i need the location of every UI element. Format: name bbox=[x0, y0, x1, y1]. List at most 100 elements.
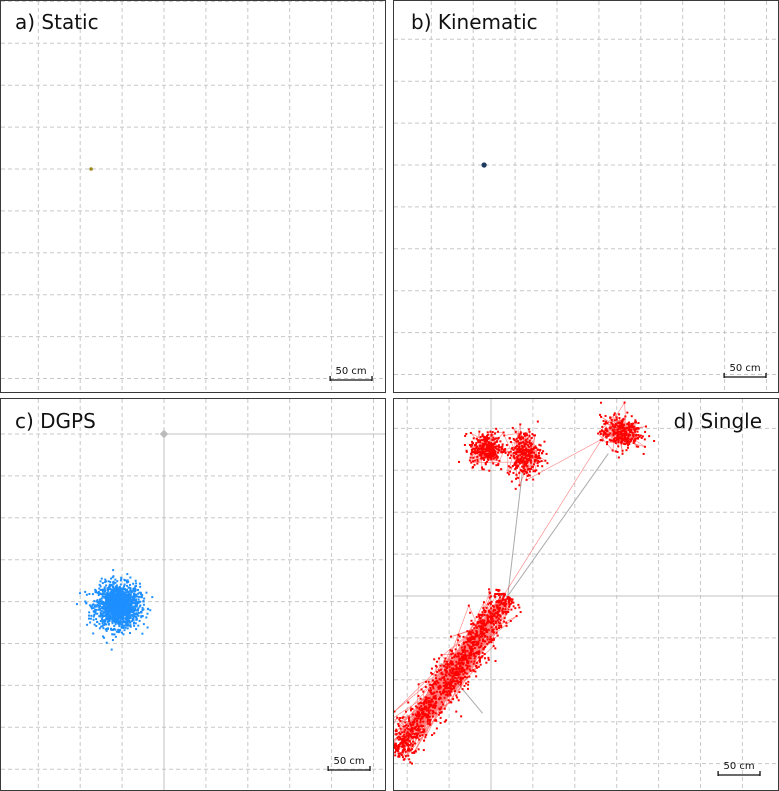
data-point bbox=[487, 442, 490, 445]
data-point bbox=[408, 719, 411, 722]
data-point bbox=[89, 605, 92, 608]
data-point bbox=[500, 450, 503, 453]
data-point bbox=[127, 586, 130, 589]
data-point bbox=[522, 453, 525, 456]
data-point bbox=[481, 452, 484, 455]
data-point bbox=[99, 593, 102, 596]
data-point bbox=[404, 710, 407, 713]
data-point bbox=[534, 455, 537, 458]
data-point bbox=[142, 623, 145, 626]
data-point bbox=[419, 721, 422, 724]
data-point bbox=[489, 453, 492, 456]
data-point bbox=[478, 646, 481, 649]
data-point bbox=[637, 421, 640, 424]
data-point bbox=[121, 613, 124, 616]
data-point bbox=[419, 734, 422, 737]
data-point bbox=[600, 415, 603, 418]
data-point bbox=[482, 443, 485, 446]
data-point bbox=[527, 451, 530, 454]
data-point bbox=[418, 708, 421, 711]
data-point bbox=[122, 624, 125, 627]
data-point bbox=[432, 711, 435, 714]
data-point bbox=[468, 459, 471, 462]
data-point bbox=[119, 583, 122, 586]
data-point bbox=[109, 600, 112, 603]
data-point bbox=[513, 438, 516, 441]
data-point bbox=[637, 434, 640, 437]
data-point bbox=[112, 633, 115, 636]
data-point bbox=[479, 632, 482, 635]
data-point bbox=[528, 453, 531, 456]
data-point bbox=[125, 609, 128, 612]
data-point bbox=[425, 714, 428, 717]
scale-bar-label: 50 cm bbox=[335, 366, 366, 377]
data-point bbox=[504, 601, 507, 604]
data-point bbox=[438, 698, 441, 701]
data-point bbox=[110, 591, 113, 594]
data-point bbox=[449, 678, 452, 681]
data-point bbox=[92, 606, 95, 609]
data-point bbox=[485, 440, 488, 443]
data-point bbox=[616, 425, 619, 428]
data-point bbox=[498, 459, 501, 462]
data-point bbox=[141, 606, 144, 609]
data-point bbox=[401, 751, 404, 754]
data-point bbox=[530, 442, 533, 445]
data-point bbox=[459, 657, 462, 660]
data-point bbox=[486, 444, 489, 447]
data-point bbox=[490, 448, 493, 451]
data-point bbox=[111, 605, 114, 608]
data-point bbox=[432, 715, 435, 718]
track-line bbox=[507, 453, 609, 597]
data-point bbox=[614, 432, 617, 435]
data-point bbox=[599, 401, 602, 404]
data-point bbox=[638, 435, 641, 438]
data-point bbox=[497, 464, 500, 467]
data-point bbox=[422, 725, 425, 728]
data-point bbox=[494, 432, 497, 435]
data-point bbox=[123, 600, 126, 603]
data-point bbox=[524, 464, 527, 467]
data-point bbox=[103, 623, 106, 626]
data-point bbox=[459, 667, 462, 670]
data-point bbox=[520, 448, 523, 451]
data-point bbox=[527, 444, 530, 447]
data-point bbox=[480, 439, 483, 442]
data-point bbox=[632, 422, 635, 425]
data-point bbox=[439, 668, 442, 671]
data-point bbox=[403, 725, 406, 728]
data-point bbox=[469, 669, 472, 672]
data-point bbox=[89, 621, 92, 624]
data-point bbox=[405, 734, 408, 737]
data-point bbox=[468, 645, 471, 648]
data-point bbox=[492, 457, 495, 460]
data-point bbox=[101, 593, 104, 596]
data-point bbox=[460, 681, 463, 684]
data-point bbox=[473, 627, 476, 630]
data-point bbox=[466, 666, 469, 669]
data-point bbox=[449, 660, 452, 663]
data-point bbox=[474, 640, 477, 643]
data-point bbox=[532, 465, 535, 468]
data-point bbox=[112, 592, 115, 595]
data-point bbox=[419, 731, 422, 734]
data-point bbox=[119, 594, 122, 597]
data-point bbox=[104, 612, 107, 615]
data-point bbox=[126, 590, 129, 593]
data-point bbox=[463, 658, 466, 661]
data-point bbox=[621, 435, 624, 438]
data-point bbox=[622, 426, 625, 429]
data-point bbox=[457, 667, 460, 670]
data-point bbox=[440, 701, 443, 704]
data-point bbox=[427, 700, 430, 703]
data-point bbox=[121, 616, 124, 619]
data-point bbox=[129, 614, 132, 617]
data-point bbox=[475, 616, 478, 619]
data-point bbox=[108, 604, 111, 607]
data-point bbox=[493, 450, 496, 453]
data-point bbox=[133, 608, 136, 611]
data-point bbox=[118, 605, 121, 608]
data-point bbox=[466, 637, 469, 640]
data-point bbox=[475, 445, 478, 448]
data-point bbox=[411, 708, 414, 711]
